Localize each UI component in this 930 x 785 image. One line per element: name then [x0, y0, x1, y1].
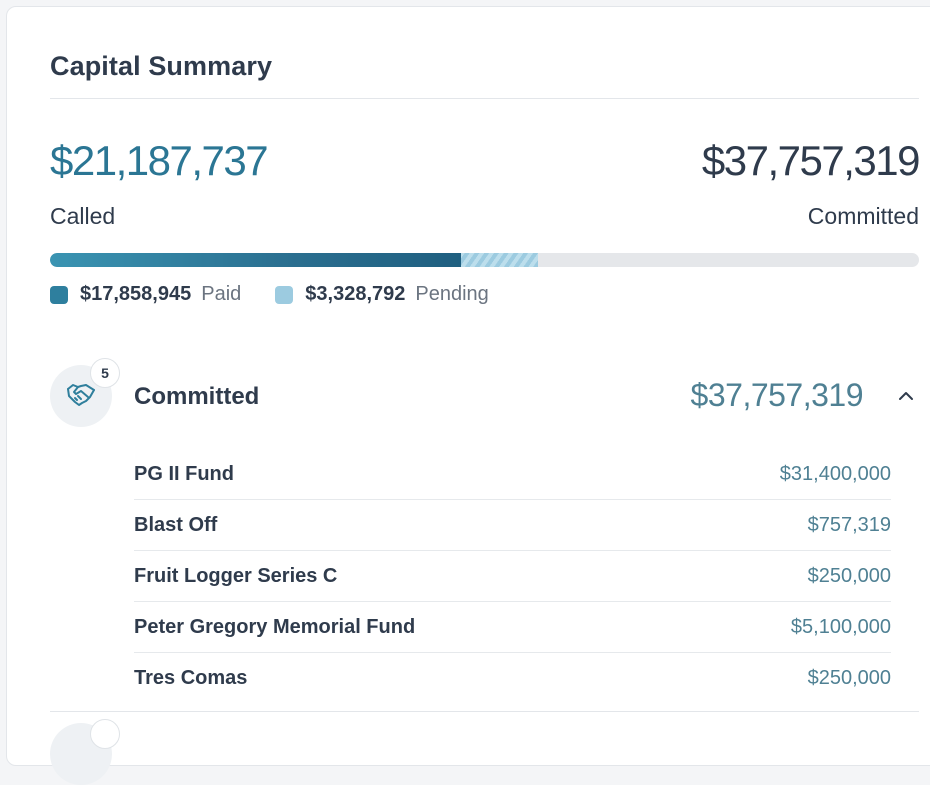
list-item[interactable]: PG II Fund $31,400,000	[134, 449, 891, 500]
committed-label: Committed	[807, 203, 919, 229]
item-amount: $5,100,000	[790, 615, 891, 638]
item-name: PG II Fund	[134, 462, 234, 485]
item-name: Blast Off	[134, 513, 218, 536]
pending-progress-fill	[461, 253, 538, 267]
legend-pending: $3,328,792 Pending	[275, 283, 489, 306]
item-name: Tres Comas	[134, 667, 248, 689]
item-amount: $31,400,000	[779, 462, 891, 485]
capital-summary-card: Capital Summary $21,187,737 $37,757,319 …	[6, 6, 930, 785]
pending-value: $3,328,792	[305, 283, 406, 305]
capital-progress-bar	[50, 253, 919, 267]
pending-swatch	[275, 285, 294, 304]
paid-value: $17,858,945	[80, 283, 192, 305]
called-label: Called	[50, 203, 116, 229]
group-divider	[50, 711, 919, 712]
group-total: $37,757,319	[690, 377, 864, 413]
committed-items-list: PG II Fund $31,400,000 Blast Off $757,31…	[134, 449, 891, 704]
item-amount: $250,000	[807, 564, 891, 587]
progress-legend: $17,858,945 Paid $3,328,792 Pending	[50, 283, 523, 306]
paid-progress-fill	[50, 253, 462, 267]
item-amount: $250,000	[807, 667, 891, 689]
called-amount: $21,187,737	[50, 137, 269, 184]
paid-label: Paid	[201, 283, 242, 305]
list-item[interactable]: Fruit Logger Series C $250,000	[134, 551, 891, 602]
card-title: Capital Summary	[50, 51, 273, 81]
group-count-badge: 5	[90, 358, 120, 388]
item-amount: $757,319	[807, 513, 891, 536]
title-divider	[50, 98, 919, 99]
next-group-count-badge	[90, 719, 120, 749]
item-name: Fruit Logger Series C	[134, 564, 338, 587]
group-label[interactable]: Committed	[134, 383, 260, 410]
list-item[interactable]: Tres Comas $250,000	[134, 653, 891, 704]
legend-paid: $17,858,945 Paid	[50, 283, 241, 306]
chevron-up-icon[interactable]	[893, 383, 919, 409]
paid-swatch	[50, 285, 68, 304]
list-item[interactable]: Blast Off $757,319	[134, 500, 891, 551]
handshake-icon	[66, 381, 96, 412]
list-item[interactable]: Peter Gregory Memorial Fund $5,100,000	[134, 602, 891, 653]
pending-label: Pending	[415, 283, 489, 305]
item-name: Peter Gregory Memorial Fund	[134, 615, 416, 638]
committed-amount: $37,757,319	[701, 137, 921, 184]
